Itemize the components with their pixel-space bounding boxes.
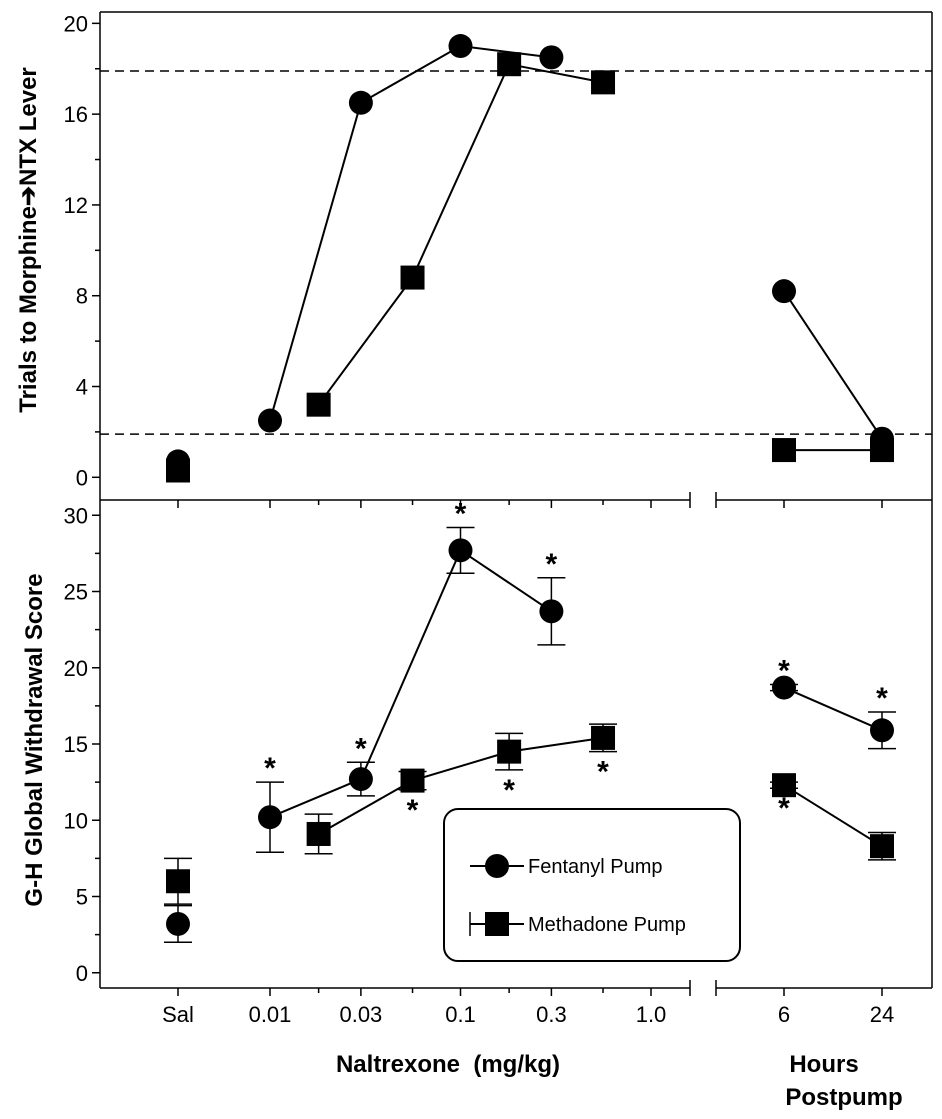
x-tick-label: 0.3	[536, 1002, 567, 1027]
top-methadone-point	[166, 458, 190, 483]
x-tick-label-hours: 24	[870, 1002, 894, 1027]
x-axis-title-hours: Hours	[789, 1051, 858, 1078]
x-axis-title: Naltrexone (mg/kg)	[336, 1051, 560, 1078]
top-y-tick-label: 16	[64, 102, 88, 127]
bottom-y-tick-label: 5	[76, 885, 88, 910]
x-tick-label-hours: 6	[778, 1002, 790, 1027]
bottom-methadone-point	[772, 773, 796, 798]
legend-box	[443, 808, 741, 962]
bottom-methadone-line	[783, 784, 883, 848]
bottom-methadone-point	[870, 834, 894, 859]
significance-star: *	[778, 655, 790, 688]
bottom-methadone-point	[497, 739, 522, 764]
chart-frame	[99, 11, 933, 996]
x-tick-label: 0.1	[445, 1002, 476, 1027]
top-panel: 0 4 8 12 16 20	[64, 11, 932, 490]
bottom-methadone-point	[306, 821, 331, 846]
bottom-methadone-line	[318, 736, 604, 835]
bottom-fentanyl-point	[448, 538, 473, 563]
top-fentanyl-line	[269, 45, 552, 421]
top-fentanyl-point	[539, 45, 564, 70]
top-fentanyl-point	[772, 279, 796, 304]
bottom-y-tick-label: 0	[76, 961, 88, 986]
bottom-fentanyl-point	[870, 718, 894, 743]
x-axis-title-hours: Postpump	[785, 1084, 902, 1111]
top-methadone-point	[591, 70, 616, 95]
top-y-tick-label: 20	[64, 11, 88, 36]
bottom-y-tick-label: 25	[64, 580, 88, 605]
x-tick-label: 0.01	[249, 1002, 292, 1027]
top-fentanyl-point	[258, 408, 282, 433]
legend-label: Fentanyl Pump	[528, 856, 663, 878]
top-methadone-point	[400, 265, 425, 290]
bottom-fentanyl-point	[539, 599, 564, 624]
top-fentanyl-line	[783, 290, 883, 440]
bottom-y-tick-label: 15	[64, 732, 88, 757]
legend-circle-marker	[485, 854, 509, 878]
x-tick-label: 0.03	[339, 1002, 382, 1027]
legend: Fentanyl Pump Methadone Pump	[443, 808, 741, 962]
bottom-panel: 0 5 10 15 20 25 30 * * * * * * * * * *	[64, 497, 896, 986]
top-y-axis-title: Trials to Morphine➔NTX Lever	[15, 67, 42, 413]
top-y-tick-label: 12	[64, 193, 88, 218]
significance-star: *	[264, 752, 276, 785]
bottom-y-tick-label: 20	[64, 656, 88, 681]
bottom-methadone-point	[400, 768, 425, 793]
significance-star: *	[778, 792, 790, 825]
significance-star: *	[546, 548, 558, 581]
bottom-y-axis-title: G-H Global Withdrawal Score	[21, 573, 48, 906]
bottom-methadone-point	[591, 725, 616, 750]
significance-star: *	[407, 794, 419, 827]
significance-star: *	[455, 497, 467, 530]
axis-labels: Sal 0.01 0.03 0.1 0.3 1.0 6 24 Naltrexone (mg/kg…	[15, 67, 903, 1111]
bottom-fentanyl-line	[269, 548, 552, 819]
bottom-y-tick-label: 10	[64, 808, 88, 833]
significance-star: *	[597, 756, 609, 789]
top-methadone-point	[772, 438, 796, 463]
significance-star: *	[503, 774, 515, 807]
bottom-fentanyl-point	[258, 805, 282, 830]
significance-star: *	[355, 732, 367, 765]
top-methadone-point	[870, 438, 894, 463]
bottom-fentanyl-point	[348, 767, 373, 792]
bottom-y-tick-label: 30	[64, 503, 88, 528]
bottom-fentanyl-point	[772, 675, 796, 700]
top-methadone-line	[317, 63, 604, 406]
x-tick-label: Sal	[162, 1002, 194, 1027]
top-fentanyl-point	[448, 34, 473, 59]
bottom-fentanyl-line	[783, 686, 883, 732]
top-methadone-point	[306, 392, 331, 417]
top-fentanyl-point	[348, 90, 373, 115]
x-tick-label: 1.0	[636, 1002, 667, 1027]
bottom-fentanyl-point	[166, 911, 190, 936]
significance-star: *	[876, 682, 888, 715]
bottom-methadone-point	[166, 869, 190, 894]
top-y-tick-label: 8	[76, 284, 88, 309]
legend-square-marker	[485, 912, 509, 936]
legend-label: Methadone Pump	[528, 914, 686, 936]
top-y-tick-label: 4	[76, 375, 88, 400]
top-y-tick-label: 0	[76, 465, 88, 490]
top-methadone-point	[497, 52, 522, 77]
